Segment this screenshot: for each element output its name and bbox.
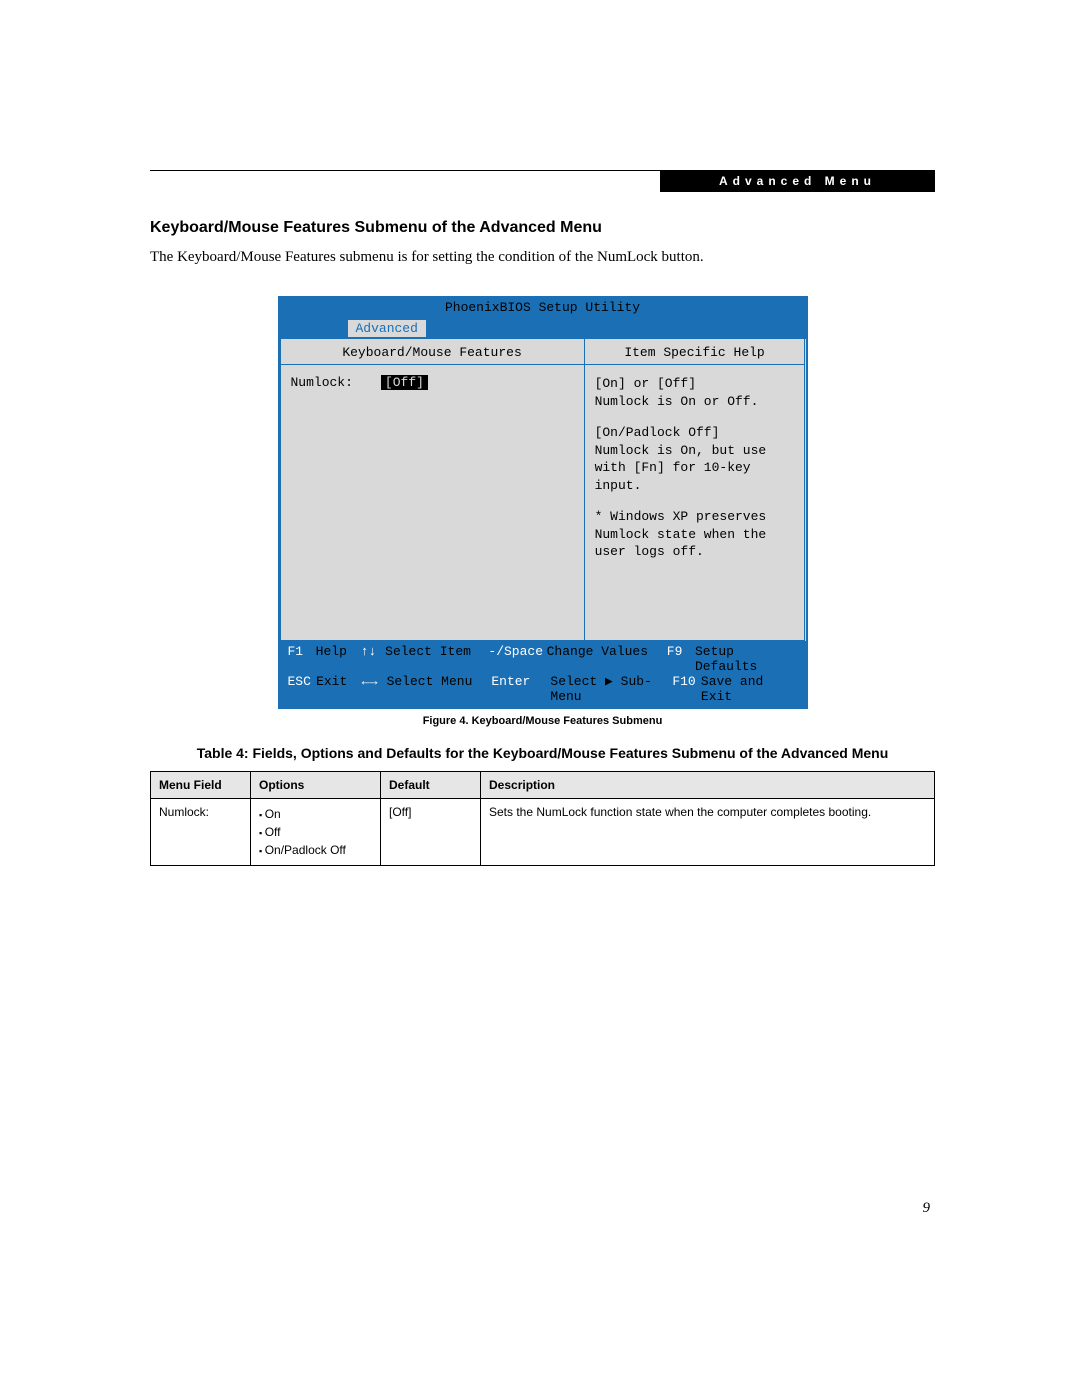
- footer-key: F9: [667, 644, 695, 674]
- bios-left-panel: Keyboard/Mouse Features Numlock: [Off]: [280, 339, 585, 641]
- bios-field-label: Numlock:: [291, 375, 353, 390]
- footer-label: Save and Exit: [701, 674, 798, 704]
- bios-tab-advanced: Advanced: [348, 320, 426, 337]
- table-title: Table 4: Fields, Options and Defaults fo…: [150, 745, 935, 761]
- col-header: Default: [381, 772, 481, 799]
- footer-key: -/Space: [488, 644, 546, 674]
- footer-arrows: ←→: [362, 674, 387, 704]
- page-number: 9: [923, 1200, 931, 1217]
- help-line: [On/Padlock Off]: [595, 424, 795, 442]
- bios-screenshot: PhoenixBIOS Setup Utility Advanced Keybo…: [278, 296, 808, 709]
- col-header: Description: [481, 772, 935, 799]
- bios-left-header: Keyboard/Mouse Features: [291, 345, 574, 364]
- footer-key: Enter: [491, 674, 550, 704]
- help-line: [On] or [Off]: [595, 375, 795, 393]
- col-header: Options: [251, 772, 381, 799]
- cell-description: Sets the NumLock function state when the…: [481, 799, 935, 866]
- footer-key: ESC: [288, 674, 317, 704]
- footer-label: Help: [316, 644, 361, 674]
- header-rule: Advanced Menu: [150, 170, 935, 171]
- footer-label: Exit: [316, 674, 362, 704]
- bios-help-panel: Item Specific Help [On] or [Off] Numlock…: [585, 339, 806, 641]
- options-table: Menu Field Options Default Description N…: [150, 771, 935, 866]
- option-item: Off: [259, 823, 372, 841]
- footer-action: Change Values: [547, 644, 667, 674]
- cell-options: On Off On/Padlock Off: [251, 799, 381, 866]
- bios-field-row: Numlock: [Off]: [291, 375, 574, 390]
- footer-action: Select Menu: [387, 674, 492, 704]
- bios-footer: F1 Help ↑↓ Select Item -/Space Change Va…: [280, 641, 806, 707]
- footer-key: F10: [672, 674, 701, 704]
- footer-action: Select Item: [385, 644, 488, 674]
- bios-title: PhoenixBIOS Setup Utility: [280, 298, 806, 317]
- cell-default: [Off]: [381, 799, 481, 866]
- help-line: * Windows XP preserves Numlock state whe…: [595, 508, 795, 561]
- help-line: Numlock is On, but use with [Fn] for 10-…: [595, 442, 795, 495]
- option-item: On/Padlock Off: [259, 841, 372, 859]
- figure-caption: Figure 4. Keyboard/Mouse Features Submen…: [150, 715, 935, 727]
- footer-label: Setup Defaults: [695, 644, 798, 674]
- help-line: Numlock is On or Off.: [595, 393, 795, 411]
- bios-right-header: Item Specific Help: [595, 345, 795, 364]
- table-row: Numlock: On Off On/Padlock Off [Off] Set…: [151, 799, 935, 866]
- col-header: Menu Field: [151, 772, 251, 799]
- footer-action: Select ▶ Sub-Menu: [550, 674, 672, 704]
- footer-key: F1: [288, 644, 316, 674]
- header-bar: Advanced Menu: [660, 170, 935, 192]
- section-title: Keyboard/Mouse Features Submenu of the A…: [150, 219, 935, 237]
- bios-menubar: Advanced: [280, 317, 806, 339]
- section-intro: The Keyboard/Mouse Features submenu is f…: [150, 247, 935, 268]
- footer-arrows: ↑↓: [361, 644, 385, 674]
- option-item: On: [259, 805, 372, 823]
- cell-menu-field: Numlock:: [151, 799, 251, 866]
- bios-field-value: [Off]: [381, 375, 428, 390]
